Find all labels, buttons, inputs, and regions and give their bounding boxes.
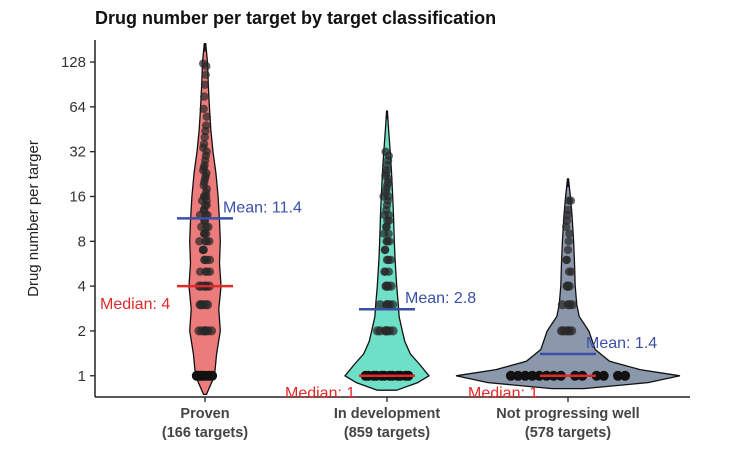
data-point — [199, 245, 208, 255]
data-point — [375, 300, 385, 310]
data-point — [564, 237, 573, 246]
y-tick-label: 4 — [78, 278, 86, 295]
violins-layer — [188, 43, 681, 396]
data-point — [381, 147, 390, 156]
data-point — [564, 205, 573, 215]
data-point — [620, 370, 631, 381]
data-point — [565, 229, 574, 238]
data-point — [513, 370, 523, 381]
data-point — [201, 121, 211, 130]
data-point — [564, 281, 574, 291]
axes-layer: Proven (166 targets) In development (859 ta… — [25, 40, 690, 441]
data-point — [520, 370, 531, 381]
y-tick-label: 8 — [78, 233, 86, 250]
category-label-1: In development — [334, 406, 441, 422]
y-tick-label: 32 — [69, 144, 86, 161]
category-label-2: Not progressing well — [496, 406, 639, 422]
data-point — [199, 139, 209, 149]
median-label-2: Median: 1 — [468, 385, 538, 402]
points-1 — [360, 147, 414, 381]
data-point — [201, 70, 210, 80]
y-axis-label: Drug number per targer — [25, 140, 42, 297]
category-count-0: (166 targets) — [162, 425, 248, 441]
data-point — [204, 222, 213, 232]
mean-label-2: Mean: 1.4 — [586, 335, 657, 352]
y-tick-label: 64 — [69, 99, 86, 116]
data-point — [202, 229, 211, 238]
data-point — [563, 245, 573, 255]
data-point — [388, 300, 398, 310]
data-point — [380, 245, 390, 255]
data-point — [561, 326, 571, 336]
data-point — [195, 267, 205, 276]
data-point — [598, 370, 609, 381]
y-tick-label: 1 — [78, 368, 86, 385]
data-point — [199, 59, 208, 68]
data-point — [205, 237, 214, 246]
category-count-1: (859 targets) — [344, 425, 430, 441]
data-point — [527, 370, 538, 381]
data-point — [199, 104, 208, 114]
data-point — [200, 92, 209, 101]
data-point — [613, 370, 623, 381]
data-point — [567, 267, 576, 276]
category-label-0: Proven — [180, 406, 229, 422]
data-point — [375, 326, 385, 336]
chart-title: Drug number per target by target classif… — [95, 8, 497, 28]
data-point — [198, 300, 208, 310]
mean-label-0: Mean: 11.4 — [223, 199, 302, 216]
annotations-layer: Mean: 11.4 Median: 4 Mean: 2.8 Median: 1 Mea… — [100, 199, 657, 401]
data-point — [200, 326, 210, 336]
data-point — [386, 281, 396, 291]
data-point — [206, 326, 217, 336]
category-count-2: (578 targets) — [525, 425, 611, 441]
y-tick-label: 2 — [78, 323, 86, 340]
data-point — [562, 255, 571, 265]
data-point — [567, 300, 577, 310]
data-point — [388, 326, 398, 336]
data-point — [195, 237, 204, 246]
data-point — [205, 255, 215, 265]
points-2 — [505, 196, 631, 381]
data-point — [205, 267, 215, 276]
data-point — [385, 237, 394, 246]
data-point — [207, 370, 218, 381]
data-point — [557, 300, 567, 310]
data-point — [200, 80, 210, 90]
data-point — [534, 370, 545, 381]
data-point — [591, 370, 602, 381]
data-point — [562, 222, 571, 232]
data-point — [202, 112, 211, 121]
data-point — [200, 133, 209, 142]
data-point — [505, 370, 516, 381]
data-point — [386, 255, 395, 265]
median-label-0: Median: 4 — [100, 296, 170, 313]
mean-label-1: Mean: 2.8 — [405, 290, 476, 307]
data-point — [566, 196, 576, 205]
median-label-1: Median: 1 — [285, 385, 355, 402]
data-point — [195, 370, 206, 381]
data-point — [379, 229, 389, 238]
y-tick-label: 128 — [61, 54, 86, 71]
y-tick-label: 16 — [69, 188, 86, 205]
data-point — [381, 267, 390, 276]
